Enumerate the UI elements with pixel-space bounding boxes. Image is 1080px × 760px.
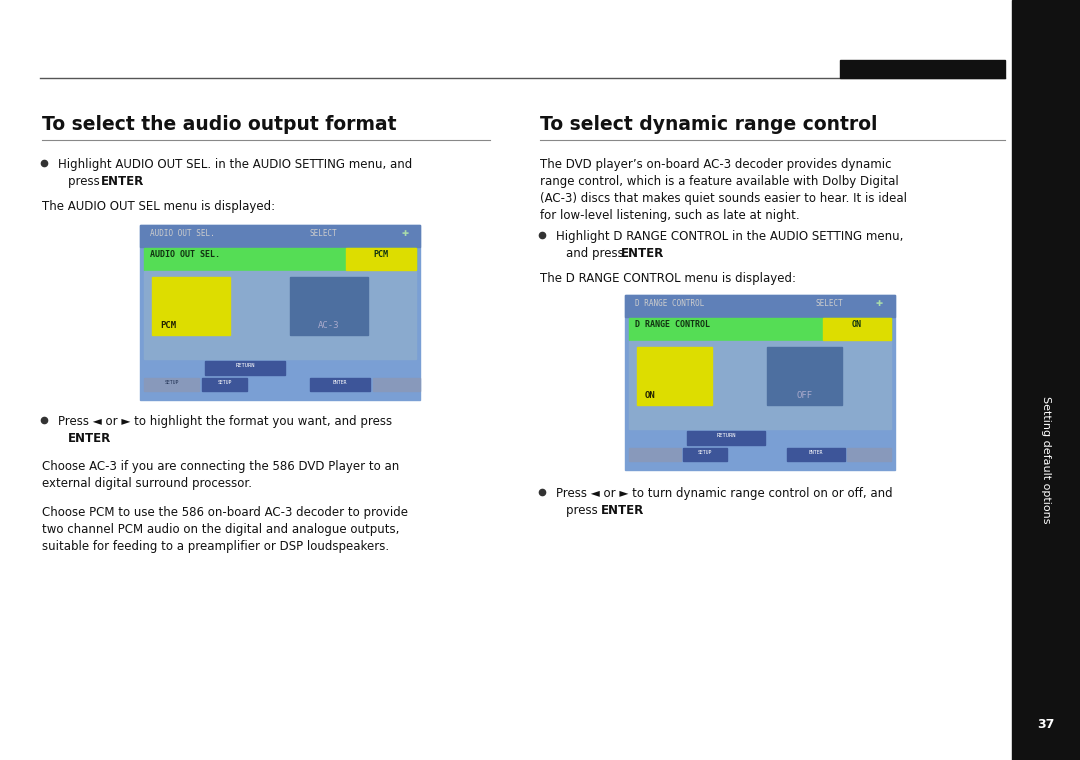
Text: D RANGE CONTROL: D RANGE CONTROL (635, 299, 704, 308)
Bar (310, 378, 370, 391)
Bar (787, 448, 845, 461)
Text: SETUP: SETUP (698, 450, 712, 455)
Text: .: . (107, 432, 111, 445)
Text: Press ◄ or ► to turn dynamic range control on or off, and: Press ◄ or ► to turn dynamic range contr… (556, 487, 893, 500)
Text: SETUP: SETUP (165, 380, 179, 385)
Bar (202, 378, 247, 391)
Text: To select the audio output format: To select the audio output format (42, 115, 396, 134)
Text: .: . (660, 247, 664, 260)
Bar (144, 378, 199, 391)
Text: ON: ON (852, 320, 862, 329)
Text: AUDIO OUT SEL.: AUDIO OUT SEL. (150, 250, 220, 259)
Bar (629, 341, 891, 429)
Text: RETURN: RETURN (716, 433, 735, 438)
Text: ON: ON (645, 391, 656, 400)
Text: SELECT: SELECT (815, 299, 842, 308)
Text: To select dynamic range control: To select dynamic range control (540, 115, 877, 134)
Text: Choose PCM to use the 586 on-board AC-3 decoder to provide: Choose PCM to use the 586 on-board AC-3 … (42, 506, 408, 519)
Bar (687, 431, 765, 445)
Text: Press ◄ or ► to highlight the format you want, and press: Press ◄ or ► to highlight the format you… (58, 415, 392, 428)
Text: OFF: OFF (797, 391, 813, 400)
Bar (840, 60, 1005, 78)
Text: RETURN: RETURN (235, 363, 255, 368)
Text: Choose AC-3 if you are connecting the 586 DVD Player to an: Choose AC-3 if you are connecting the 58… (42, 460, 400, 473)
Bar (140, 225, 420, 400)
Text: ENTER: ENTER (68, 432, 111, 445)
Bar (346, 248, 416, 270)
Text: press: press (566, 504, 602, 517)
Text: and press: and press (566, 247, 627, 260)
Text: Highlight AUDIO OUT SEL. in the AUDIO SETTING menu, and: Highlight AUDIO OUT SEL. in the AUDIO SE… (58, 158, 413, 171)
Text: The D RANGE CONTROL menu is displayed:: The D RANGE CONTROL menu is displayed: (540, 272, 796, 285)
Text: The AUDIO OUT SEL menu is displayed:: The AUDIO OUT SEL menu is displayed: (42, 200, 275, 213)
Bar (373, 378, 420, 391)
Text: SETUP: SETUP (218, 380, 232, 385)
Bar (152, 277, 230, 335)
Text: external digital surround processor.: external digital surround processor. (42, 477, 252, 490)
Text: .: . (140, 175, 144, 188)
Bar (1012, 0, 1080, 760)
Text: PCM: PCM (374, 250, 389, 259)
Bar (683, 448, 727, 461)
Bar (140, 225, 420, 247)
Text: ENTER: ENTER (102, 175, 145, 188)
Text: ENTER: ENTER (600, 504, 645, 517)
Text: ✚: ✚ (876, 299, 883, 308)
Text: AC-3: AC-3 (319, 321, 340, 330)
Bar (625, 295, 895, 317)
Text: ENTER: ENTER (333, 380, 347, 385)
Text: ENTER: ENTER (809, 450, 823, 455)
Bar (144, 271, 416, 359)
Bar (625, 295, 895, 470)
Bar (767, 347, 842, 405)
Bar (629, 448, 681, 461)
Text: ✚: ✚ (401, 229, 408, 238)
Text: press: press (68, 175, 104, 188)
Text: for low-level listening, such as late at night.: for low-level listening, such as late at… (540, 209, 799, 222)
Text: D RANGE CONTROL: D RANGE CONTROL (635, 320, 710, 329)
Text: range control, which is a feature available with Dolby Digital: range control, which is a feature availa… (540, 175, 899, 188)
Text: AUDIO OUT SEL.: AUDIO OUT SEL. (150, 229, 215, 238)
Bar (144, 248, 416, 270)
Text: PCM: PCM (160, 321, 176, 330)
Bar (205, 361, 285, 375)
Text: 37: 37 (1037, 718, 1055, 731)
Bar (847, 448, 891, 461)
Text: Highlight D RANGE CONTROL in the AUDIO SETTING menu,: Highlight D RANGE CONTROL in the AUDIO S… (556, 230, 903, 243)
Bar (629, 318, 891, 340)
Bar (823, 318, 891, 340)
Text: .: . (640, 504, 644, 517)
Bar (637, 347, 712, 405)
Bar (291, 277, 368, 335)
Text: suitable for feeding to a preamplifier or DSP loudspeakers.: suitable for feeding to a preamplifier o… (42, 540, 389, 553)
Text: two channel PCM audio on the digital and analogue outputs,: two channel PCM audio on the digital and… (42, 523, 400, 536)
Text: ENTER: ENTER (621, 247, 664, 260)
Text: Setting default options: Setting default options (1041, 396, 1051, 524)
Text: SELECT: SELECT (310, 229, 338, 238)
Text: The DVD player’s on-board AC-3 decoder provides dynamic: The DVD player’s on-board AC-3 decoder p… (540, 158, 891, 171)
Text: (AC-3) discs that makes quiet sounds easier to hear. It is ideal: (AC-3) discs that makes quiet sounds eas… (540, 192, 907, 205)
